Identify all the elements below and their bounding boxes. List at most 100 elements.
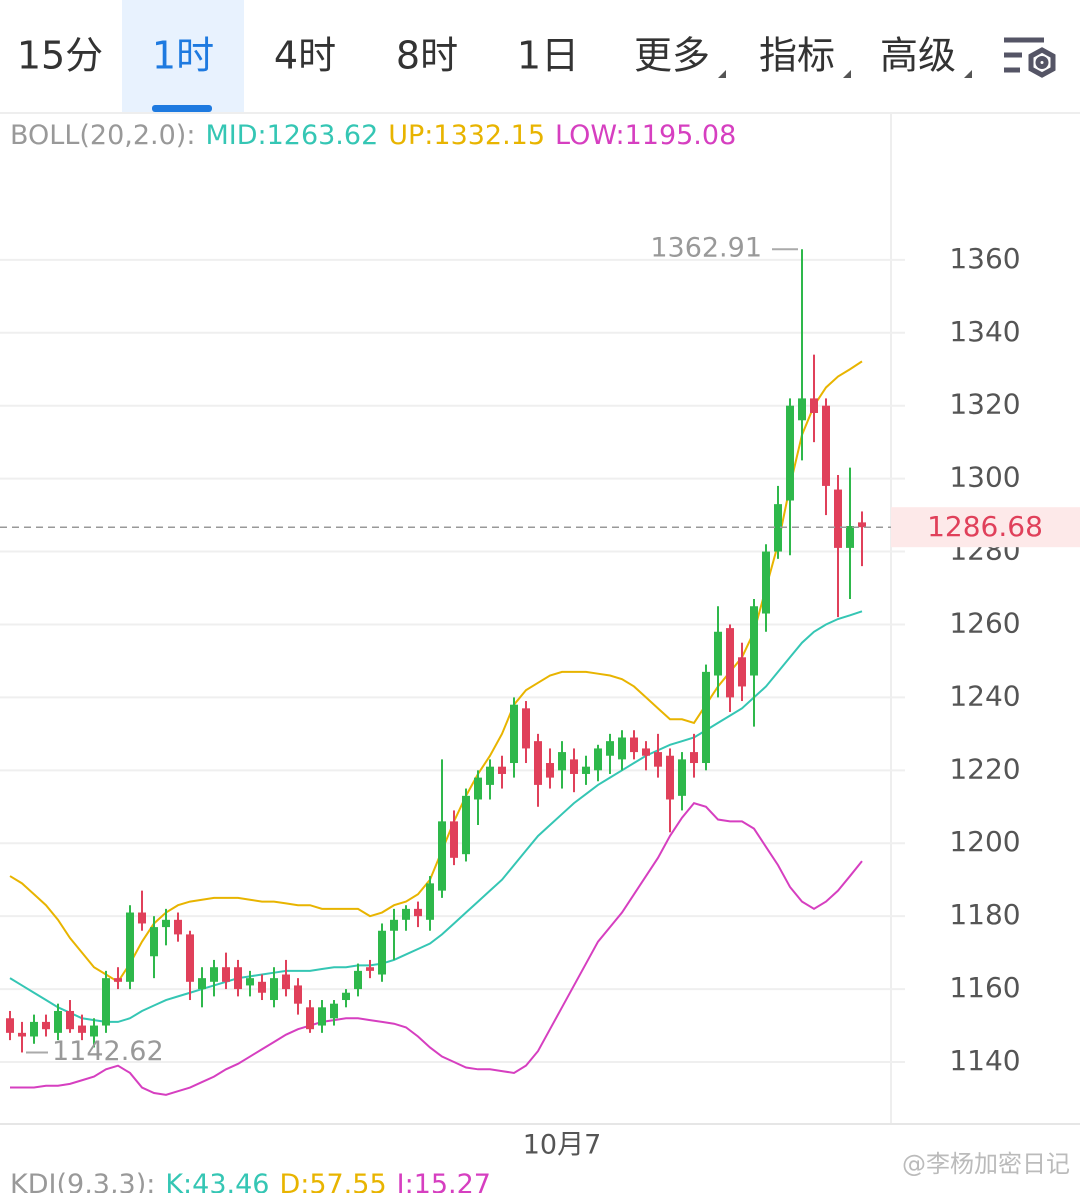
candle-body <box>198 978 206 990</box>
candle-body <box>510 704 518 764</box>
candle-body <box>630 737 638 753</box>
candle-body <box>570 759 578 774</box>
legend-title: BOLL(20,2.0): <box>10 120 195 151</box>
candles <box>6 249 866 1053</box>
current-price-box <box>891 507 1080 548</box>
tab[interactable]: 更多 <box>634 34 726 79</box>
candle-body <box>378 930 386 975</box>
candle-body <box>78 1025 86 1033</box>
band-line <box>9 360 863 984</box>
icon-dot <box>1035 56 1049 69</box>
tab[interactable]: 8时 <box>396 34 458 78</box>
candle-body <box>546 763 554 778</box>
y-tick-label: 1340 <box>949 315 1020 348</box>
candle-body <box>690 752 698 764</box>
candle-body <box>858 522 866 528</box>
candle-body <box>126 912 134 982</box>
band-line <box>10 801 863 1096</box>
tab[interactable]: 指标 <box>759 34 851 79</box>
candle-body <box>534 741 542 785</box>
y-tick-label: 1320 <box>949 388 1020 421</box>
y-tick-label: 1180 <box>949 898 1020 931</box>
candle-body <box>582 766 590 774</box>
kdj-value: 43.46 <box>192 1169 269 1193</box>
y-tick-label: 1160 <box>949 971 1020 1004</box>
candle-body <box>390 919 398 931</box>
tab-label: 1时 <box>152 34 214 78</box>
candle-body <box>222 967 230 982</box>
candle-body <box>366 967 374 971</box>
icon-hex <box>1028 47 1056 78</box>
tab-indicator <box>152 105 212 112</box>
candle-body <box>522 708 530 749</box>
candle-body <box>186 934 194 982</box>
kdj-value: 15.27 <box>414 1169 491 1193</box>
candle-body <box>786 405 794 501</box>
candle-body <box>834 489 842 548</box>
candle-body <box>306 1007 314 1030</box>
candle-body <box>822 405 830 486</box>
candle-body <box>714 631 722 676</box>
candle-body <box>606 741 614 756</box>
watermark: @李杨加密日记 <box>902 1150 1070 1178</box>
dropdown-caret <box>718 70 726 78</box>
legend-name: MID: <box>205 120 266 151</box>
candle-body <box>270 978 278 1001</box>
kdj-value: 57.55 <box>309 1169 386 1193</box>
candle-body <box>618 737 626 760</box>
candle-body <box>678 759 686 796</box>
kdj-name: D: <box>279 1169 309 1193</box>
tab-label: 高级 <box>880 34 956 78</box>
candle-body <box>102 978 110 1026</box>
candle-body <box>558 752 566 771</box>
legend: BOLL(20,2.0): MID:1263.62 UP:1332.15 LOW:11… <box>10 120 736 151</box>
candle-body <box>162 919 170 928</box>
tab[interactable]: 15分 <box>17 34 103 78</box>
x-tick-label: 10月7 <box>523 1130 602 1161</box>
candle-body <box>354 970 362 990</box>
candle-body <box>594 748 602 771</box>
current-price-label: 1286.68 <box>927 510 1043 543</box>
kdj-name: K: <box>165 1169 192 1193</box>
kdj-title: KDJ(9,3,3): <box>10 1169 155 1193</box>
legend-value: 1195.08 <box>625 120 737 151</box>
settings-icon[interactable] <box>1004 37 1056 78</box>
dropdown-caret <box>964 70 972 78</box>
candle-body <box>6 1018 14 1033</box>
candle-body <box>654 752 662 767</box>
y-tick-label: 1140 <box>949 1044 1020 1077</box>
candle-body <box>702 671 710 764</box>
tab-label: 更多 <box>634 34 710 78</box>
y-tick-label: 1200 <box>949 825 1020 858</box>
candle-body <box>210 967 218 982</box>
candle-body <box>90 1025 98 1037</box>
tab[interactable]: 1时 <box>122 0 244 112</box>
candle-body <box>318 1007 326 1026</box>
candle-body <box>402 908 410 920</box>
candle-body <box>810 398 818 413</box>
y-tick-label: 1360 <box>949 242 1020 275</box>
candle-body <box>342 992 350 1001</box>
candle-body <box>498 766 506 774</box>
tab[interactable]: 1日 <box>517 34 579 78</box>
tab[interactable]: 高级 <box>880 34 972 79</box>
y-tick-label: 1300 <box>949 461 1020 494</box>
candle-body <box>774 504 782 552</box>
tab[interactable]: 4时 <box>274 34 336 78</box>
candle-body <box>750 606 758 676</box>
candle-body <box>30 1021 38 1037</box>
y-tick-label: 1240 <box>949 679 1020 712</box>
tab-label: 4时 <box>274 34 336 78</box>
tab-label: 15分 <box>17 34 103 78</box>
y-tick-label: 1220 <box>949 752 1020 785</box>
tab-label: 指标 <box>759 34 835 78</box>
candle-body <box>474 777 482 800</box>
candle-body <box>738 657 746 687</box>
candle-body <box>726 628 734 698</box>
band-line <box>9 610 863 1023</box>
candle-body <box>66 1010 74 1030</box>
candle-body <box>294 985 302 1004</box>
candle-body <box>438 821 446 891</box>
max-annotation: 1362.91 <box>650 233 762 264</box>
